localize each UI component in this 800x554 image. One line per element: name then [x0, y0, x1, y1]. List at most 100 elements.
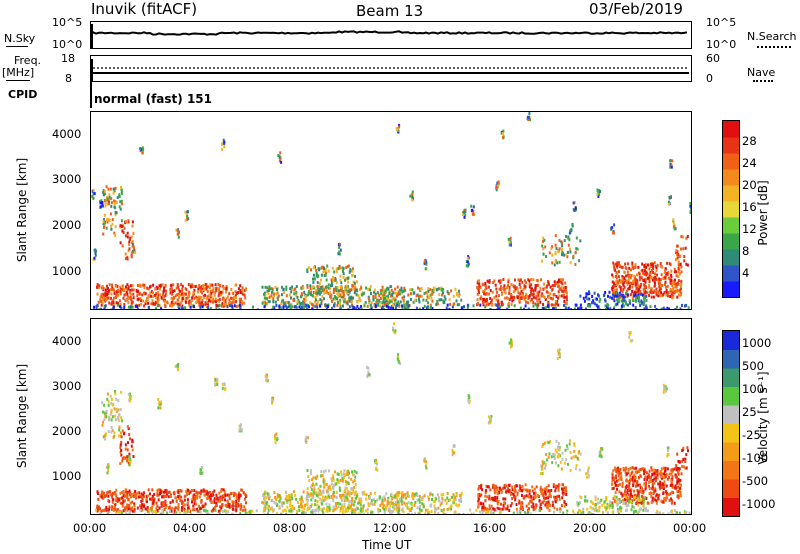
echo-cell: [381, 496, 384, 500]
echo-cell: [675, 283, 678, 287]
echo-cell: [547, 441, 550, 445]
echo-cell: [447, 498, 450, 502]
echo-cell: [620, 265, 623, 269]
echo-cell: [158, 506, 161, 510]
echo-cell: [385, 505, 388, 509]
echo-cell: [210, 509, 213, 513]
echo-cell: [669, 159, 672, 162]
echo-cell: [176, 302, 179, 306]
echo-cell: [558, 260, 561, 264]
power-colorbar-label: Power [dB]: [756, 180, 770, 246]
echo-cell: [107, 494, 110, 498]
echo-cell: [542, 492, 545, 496]
echo-cell: [142, 299, 145, 303]
echo-cell: [414, 500, 417, 504]
nsearch-label: N.Search: [747, 30, 797, 43]
echo-cell: [557, 296, 559, 300]
echo-cell: [304, 511, 307, 515]
echo-cell: [327, 292, 330, 296]
echo-cell: [170, 284, 173, 288]
echo-cell: [544, 306, 547, 310]
echo-cell: [549, 292, 552, 296]
echo-cell: [316, 474, 319, 478]
echo-cell: [130, 255, 133, 259]
date-title: 03/Feb/2019: [589, 0, 683, 18]
echo-cell: [483, 292, 485, 296]
echo-cell: [166, 492, 168, 496]
echo-cell: [348, 492, 351, 496]
echo-cell: [504, 287, 507, 291]
echo-cell: [314, 296, 317, 299]
echo-cell: [451, 495, 453, 499]
echo-cell: [619, 505, 622, 509]
echo-cell: [128, 510, 131, 514]
echo-cell: [662, 306, 665, 310]
echo-cell: [180, 508, 183, 512]
echo-cell: [218, 299, 220, 303]
echo-cell: [224, 300, 227, 304]
echo-cell: [455, 494, 458, 498]
power-colorbar-tick: 12: [742, 222, 757, 236]
echo-cell: [126, 235, 129, 239]
echo-cell: [615, 483, 617, 487]
echo-cell: [604, 505, 606, 509]
echo-cell: [305, 497, 308, 501]
echo-cell: [394, 300, 397, 304]
nsearch-tick-bottom: 10^0: [706, 38, 737, 51]
echo-cell: [428, 497, 430, 501]
echo-cell: [200, 302, 202, 306]
echo-cell: [307, 305, 310, 309]
echo-cell: [615, 479, 618, 483]
echo-cell: [294, 493, 297, 497]
echo-cell: [424, 267, 427, 271]
echo-cell: [241, 292, 244, 296]
echo-cell: [123, 431, 126, 435]
echo-cell: [626, 303, 629, 307]
echo-cell: [155, 292, 158, 296]
echo-cell: [315, 268, 318, 272]
echo-cell: [177, 496, 180, 500]
echo-cell: [537, 303, 540, 307]
echo-cell: [346, 498, 349, 502]
echo-cell: [211, 491, 214, 495]
echo-cell: [506, 504, 509, 508]
echo-cell: [277, 294, 280, 298]
echo-cell: [435, 507, 438, 511]
echo-cell: [508, 509, 511, 512]
echo-cell: [205, 286, 208, 289]
echo-cell: [388, 507, 391, 511]
echo-cell: [215, 493, 218, 497]
echo-cell: [300, 503, 303, 507]
echo-cell: [131, 224, 134, 228]
echo-cell: [335, 482, 338, 486]
echo-cell: [369, 288, 371, 292]
echo-cell: [530, 289, 532, 293]
echo-cell: [400, 491, 403, 495]
echo-cell: [245, 513, 248, 517]
echo-cell: [527, 502, 530, 506]
echo-cell: [370, 498, 373, 502]
echo-cell: [597, 194, 600, 198]
echo-cell: [637, 491, 640, 495]
echo-cell: [267, 512, 269, 516]
echo-cell: [187, 290, 190, 294]
echo-cell: [119, 241, 122, 245]
echo-cell: [405, 496, 407, 500]
echo-cell: [181, 501, 184, 505]
echo-cell: [306, 508, 309, 512]
echo-cell: [614, 303, 617, 307]
echo-cell: [244, 296, 247, 300]
echo-cell: [345, 493, 348, 497]
echo-cell: [140, 492, 143, 496]
echo-cell: [278, 304, 281, 308]
echo-cell: [542, 306, 545, 310]
echo-cell: [481, 282, 484, 286]
echo-cell: [666, 261, 668, 265]
echo-cell: [102, 191, 105, 194]
echo-cell: [215, 303, 218, 307]
echo-cell: [627, 274, 630, 278]
echo-cell: [617, 483, 620, 487]
echo-cell: [669, 492, 672, 496]
echo-cell: [511, 296, 514, 299]
echo-cell: [403, 304, 406, 308]
